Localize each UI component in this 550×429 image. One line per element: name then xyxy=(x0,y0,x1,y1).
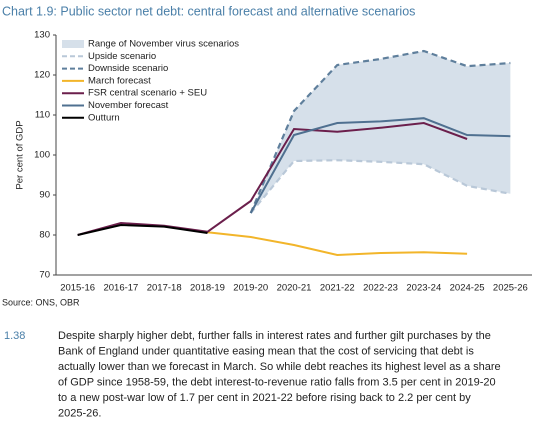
y-tick-label: 80 xyxy=(39,230,50,241)
x-tick-label: 2017-18 xyxy=(147,283,182,294)
scenario-range xyxy=(250,51,511,213)
legend-label: Range of November virus scenarios xyxy=(88,39,239,50)
y-tick-label: 130 xyxy=(34,30,50,41)
legend-label: Outturn xyxy=(88,112,120,123)
x-tick-label: 2024-25 xyxy=(450,283,485,294)
paragraph-line: Despite sharply higher debt, further fal… xyxy=(58,330,491,342)
y-tick-label: 90 xyxy=(39,190,50,201)
legend-swatch xyxy=(62,40,84,48)
legend-label: Downside scenario xyxy=(88,63,168,74)
x-tick-label: 2016-17 xyxy=(103,283,138,294)
x-tick-label: 2018-19 xyxy=(190,283,225,294)
y-tick-label: 110 xyxy=(35,110,50,121)
series-line xyxy=(207,231,468,257)
chart-title: Chart 1.9: Public sector net debt: centr… xyxy=(2,4,415,18)
x-tick-label: 2022-23 xyxy=(363,283,398,294)
y-tick-label: 100 xyxy=(34,150,50,161)
x-tick-label: 2025-26 xyxy=(493,283,528,294)
source: Source: ONS, OBR xyxy=(2,297,80,307)
paragraph-line: actually lower than we forecast in March… xyxy=(58,361,501,373)
series-line xyxy=(249,117,511,214)
series-line xyxy=(249,159,511,214)
legend-label: Upside scenario xyxy=(88,51,156,62)
series-line xyxy=(77,223,208,236)
x-tick-label: 2021-22 xyxy=(320,283,355,294)
legend-label: November forecast xyxy=(88,100,169,111)
series-line xyxy=(249,49,511,214)
legend-label: FSR central scenario + SEU xyxy=(88,88,207,99)
paragraph-line: Bank of England under quantitative easin… xyxy=(58,345,474,357)
x-tick-label: 2019-20 xyxy=(233,283,268,294)
paragraph-line: of GDP since 1958-59, the debt interest-… xyxy=(58,376,496,388)
x-tick-label: 2023-24 xyxy=(406,283,441,294)
legend-label: March forecast xyxy=(88,75,151,86)
y-tick-label: 120 xyxy=(34,70,50,81)
x-tick-label: 2015-16 xyxy=(60,283,95,294)
paragraph-line: to a new post-war low of 1.7 per cent in… xyxy=(58,392,471,404)
y-axis-label: Per cent of GDP xyxy=(15,120,26,189)
paragraph-line: 2025-26. xyxy=(58,407,101,419)
paragraph-number: 1.38 xyxy=(4,330,25,342)
series-line xyxy=(77,121,468,236)
x-tick-label: 2020-21 xyxy=(277,283,312,294)
y-tick-label: 70 xyxy=(39,270,50,281)
